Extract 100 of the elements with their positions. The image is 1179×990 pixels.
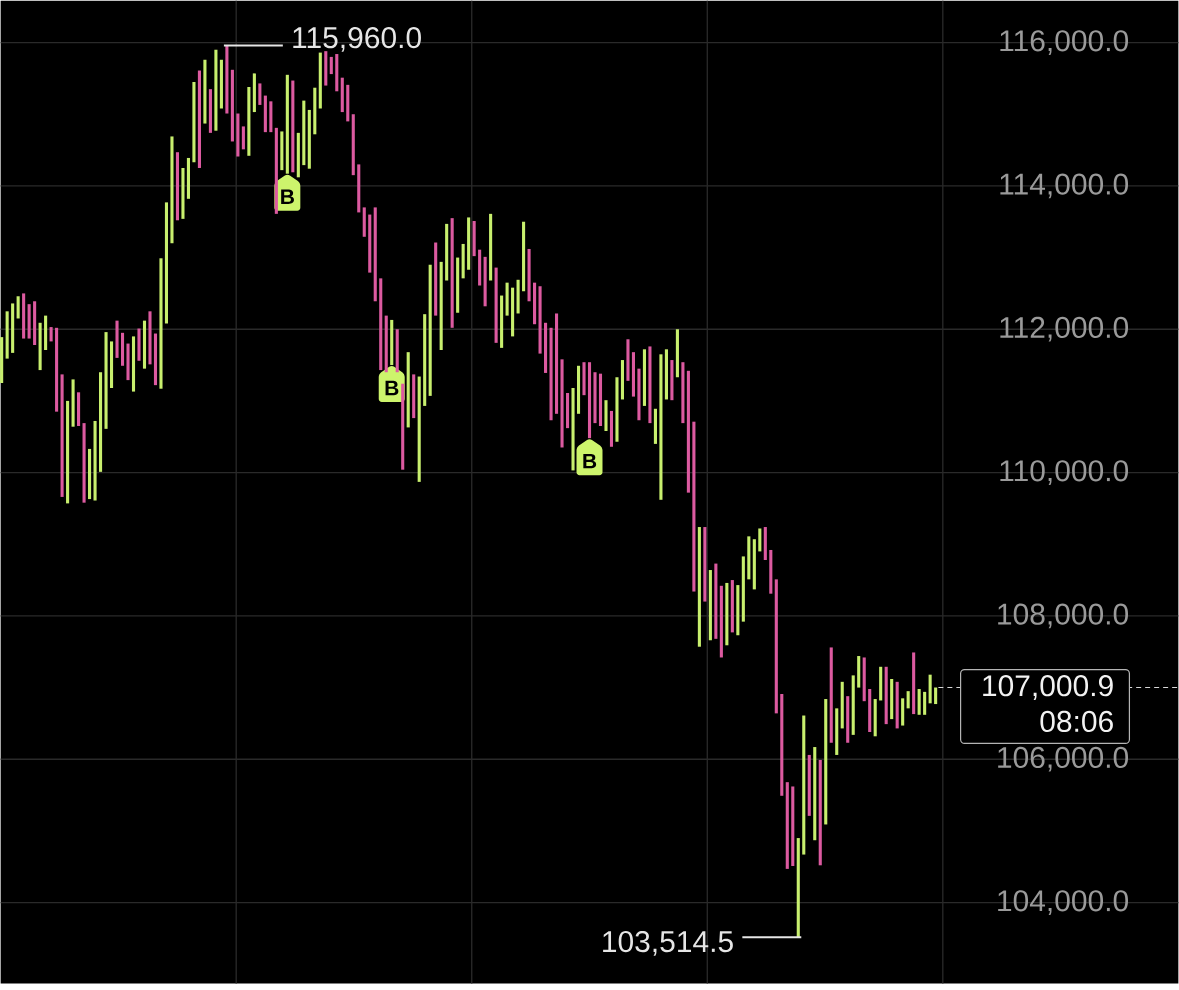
candlestick [813, 746, 817, 841]
candlestick [489, 213, 493, 281]
candlestick [615, 377, 619, 442]
candlestick [730, 579, 734, 633]
candlestick [241, 126, 245, 150]
candlestick [395, 329, 399, 373]
candlestick [593, 372, 597, 423]
candlestick [423, 313, 427, 406]
candlestick [192, 81, 196, 163]
candlestick [835, 708, 839, 755]
candlestick [44, 315, 48, 350]
candlestick [533, 282, 537, 325]
candlestick [346, 84, 350, 122]
candlestick [653, 408, 657, 444]
y-tick-label: 114,000.0 [1000, 173, 1129, 199]
candlestick [752, 539, 756, 590]
candlestick [703, 526, 707, 602]
candlestick [49, 326, 53, 342]
candlestick [829, 647, 833, 743]
candlestick [428, 264, 432, 396]
candlestick [807, 754, 811, 816]
candlestick [868, 688, 872, 732]
candlestick [664, 349, 668, 400]
candlestick [357, 164, 361, 213]
candlestick [598, 373, 603, 426]
candlestick [33, 301, 37, 345]
candlestick [758, 528, 762, 552]
text: 08:06 [1040, 710, 1113, 732]
candlestick [153, 333, 158, 385]
candlestick [626, 339, 630, 381]
candlestick [774, 579, 778, 714]
candlestick [450, 217, 454, 328]
candlestick [631, 351, 636, 397]
candlestick [258, 83, 262, 105]
candlestick [384, 315, 388, 373]
candlestick [917, 688, 921, 715]
candlestick [555, 313, 559, 414]
candlestick [236, 113, 240, 157]
candlestick [379, 278, 383, 370]
candlestick [609, 410, 614, 447]
candlestick [247, 86, 251, 156]
candlestick [77, 392, 81, 426]
annotation: B [583, 453, 597, 469]
candlestick [681, 362, 685, 423]
candlestick [620, 359, 625, 400]
candlestick [252, 73, 256, 112]
candlestick [846, 695, 850, 743]
candlestick [686, 370, 690, 493]
candlestick [148, 311, 152, 365]
candlestick [884, 666, 888, 724]
candlestick [368, 214, 372, 273]
candlestick [483, 256, 487, 307]
candlestick [725, 582, 729, 646]
candlestick [126, 343, 130, 380]
candlestick [565, 392, 570, 428]
candlestick [280, 131, 284, 170]
candlestick [99, 372, 103, 472]
y-tick-label: 106,000.0 [998, 746, 1129, 772]
candlestick [582, 362, 586, 395]
y-tick-label: 116,000.0 [1000, 29, 1129, 55]
candlestick [895, 681, 899, 729]
candlestick [417, 376, 421, 482]
candlestick [335, 53, 339, 92]
candlestick [131, 336, 136, 392]
candlestick [263, 95, 267, 132]
candlestick [648, 346, 652, 423]
candlestick [170, 136, 174, 244]
candlestick [164, 202, 169, 324]
candlestick [928, 674, 932, 704]
candlestick [824, 698, 828, 825]
candlestick [511, 287, 515, 337]
candlestick [401, 383, 405, 470]
candlestick [796, 837, 800, 938]
candlestick [203, 59, 207, 124]
candlestick [434, 242, 438, 316]
candlestick [934, 687, 938, 704]
candlestick [313, 87, 317, 135]
candlestick [708, 569, 712, 641]
candlestick [406, 351, 410, 428]
candlestick [120, 332, 125, 366]
candlestick [225, 45, 229, 114]
candlestick [115, 320, 119, 358]
candlestick [472, 220, 476, 256]
candlestick [741, 556, 745, 622]
candlestick [88, 448, 92, 499]
candlestick [527, 248, 531, 302]
candlestick [197, 70, 201, 168]
candlestick [274, 127, 278, 214]
candlestick [560, 359, 564, 448]
candlestick [818, 759, 822, 866]
candlestick [38, 322, 42, 370]
candlestick [780, 693, 784, 796]
y-tick-label: 110,000.0 [1000, 460, 1129, 485]
candlestick [467, 217, 471, 270]
candlestick [291, 80, 295, 173]
candlestick [714, 563, 718, 639]
y-tick-label: 108,000.0 [998, 603, 1129, 629]
candlestick [0, 336, 4, 383]
candlestick [318, 52, 322, 109]
candlestick [296, 132, 300, 178]
